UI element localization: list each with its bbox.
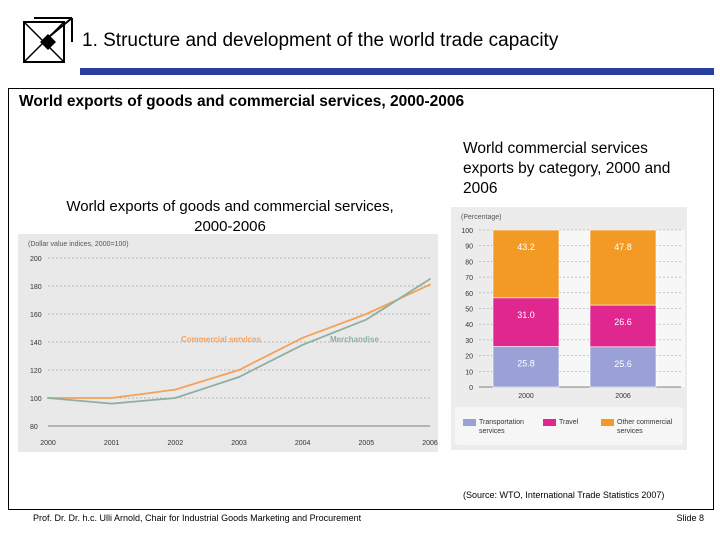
merchandise-point (110, 402, 113, 405)
travel-value-label: 31.0 (517, 310, 535, 320)
x-tick-label: 2000 (40, 440, 56, 447)
y-tick-label: 80 (465, 259, 473, 266)
stacked-bar-chart: (Percentage) 0 10 20 30 40 50 60 70 80 90 100 25.8 31… (451, 207, 687, 450)
y-tick-label: 30 (465, 338, 473, 345)
transportation-legend-label: Transportation services (479, 419, 524, 435)
merchandise-point (238, 376, 240, 378)
y-tick-label: 40 (465, 322, 473, 329)
transportation-bar (589, 346, 657, 388)
line-chart-title: World exports of goods and commercial se… (66, 198, 394, 235)
x-tick-label: 2003 (231, 440, 247, 447)
merchandise-point (365, 318, 368, 321)
checkbox-logo-icon (23, 17, 73, 63)
transportation-legend-swatch (463, 419, 476, 426)
footer-author: Prof. Dr. Dr. h.c. Ulli Arnold, Chair fo… (33, 513, 362, 523)
x-tick-label: 2000 (518, 393, 534, 400)
source-note: (Source: WTO, International Trade Statis… (463, 490, 665, 500)
slide-number: Slide 8 (676, 513, 704, 523)
travel-bar (492, 297, 560, 347)
travel-bar (589, 304, 657, 348)
x-tick-label: 2004 (295, 440, 311, 447)
bar-chart-title: World commercial services exports by cat… (463, 140, 671, 197)
y-tick-label: 100 (461, 228, 473, 235)
merchandise-label: Merchandise (330, 335, 379, 344)
other-commercial-legend-swatch (601, 419, 614, 426)
transportation-value-label: 25.6 (614, 359, 632, 369)
y-tick-label: 180 (30, 284, 42, 291)
title-rule (80, 68, 714, 75)
y-tick-label: 70 (465, 275, 473, 282)
bar-chart-legend: Transportation services Travel Other commer… (455, 407, 683, 445)
commercial-services-point (365, 313, 368, 315)
merchandise-point (429, 278, 431, 280)
y-tick-label: 140 (30, 340, 42, 347)
y-tick-label: 80 (30, 424, 38, 431)
y-tick-label: 20 (465, 354, 473, 361)
content-frame (8, 88, 714, 510)
travel-legend-swatch (543, 419, 556, 426)
legend-box (455, 407, 683, 445)
commercial-services-point (238, 369, 240, 371)
merchandise-point (301, 343, 304, 346)
content-heading: World exports of goods and commercial se… (19, 93, 465, 110)
y-tick-label: 0 (469, 385, 473, 392)
commercial-services-point (301, 336, 304, 339)
y-tick-label: 100 (30, 396, 42, 403)
slide-title: 1. Structure and development of the worl… (82, 30, 559, 51)
x-tick-label: 2006 (422, 440, 438, 447)
line-chart-subtitle: (Dollar value indices, 2000=100) (28, 241, 129, 248)
line-chart: (Dollar value indices, 2000=100) 80 100 120… (18, 234, 438, 452)
other-commercial-bar (492, 229, 560, 299)
merchandise-point (47, 397, 49, 399)
bar-chart-subtitle: (Percentage) (461, 214, 501, 221)
y-tick-label: 160 (30, 312, 42, 319)
commercial-services-point (429, 283, 431, 286)
other-commercial-bar (589, 229, 657, 306)
merchandise-point (174, 397, 177, 399)
travel-legend-label: Travel (559, 419, 579, 426)
y-tick-label: 60 (465, 291, 473, 298)
x-tick-label: 2005 (359, 440, 375, 447)
commercial-services-point (110, 397, 113, 399)
transportation-bar (492, 346, 560, 388)
other-commercial-legend-label: Other commercial services (617, 419, 673, 435)
y-tick-label: 200 (30, 256, 42, 263)
commercial-services-label: Commercial services (181, 335, 262, 344)
transportation-value-label: 25.8 (517, 358, 535, 368)
y-tick-label: 50 (465, 307, 473, 314)
x-tick-label: 2001 (104, 440, 120, 447)
y-tick-label: 90 (465, 244, 473, 251)
x-tick-label: 2006 (615, 393, 631, 400)
commercial-services-point (174, 388, 177, 391)
other-commercial-value-label: 43.2 (517, 242, 535, 252)
y-tick-label: 120 (30, 368, 42, 375)
other-commercial-value-label: 47.8 (614, 242, 632, 252)
y-tick-label: 10 (465, 369, 473, 376)
travel-value-label: 26.6 (614, 317, 632, 327)
x-tick-label: 2002 (168, 440, 184, 447)
